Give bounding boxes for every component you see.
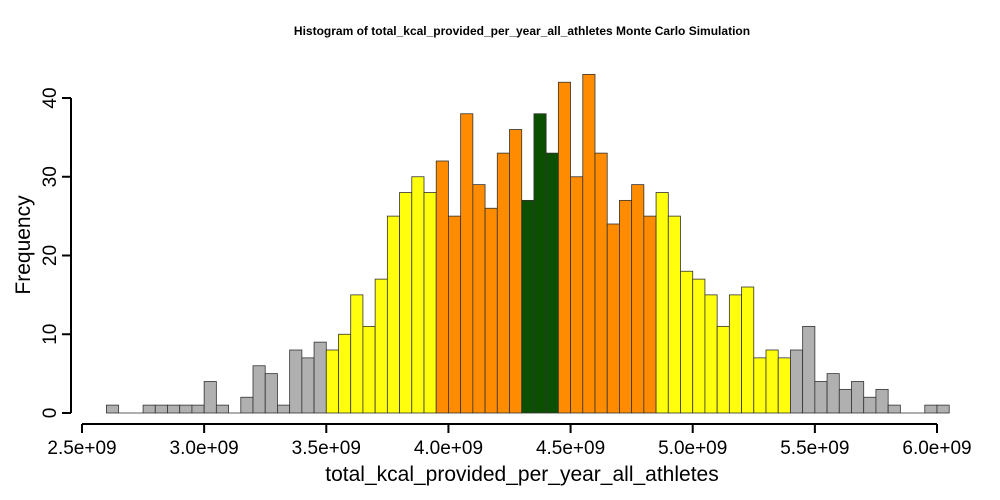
- histogram-bar: [289, 349, 303, 414]
- histogram-bar: [643, 215, 657, 414]
- histogram-bar: [692, 278, 706, 414]
- histogram-bar: [838, 388, 852, 414]
- histogram-bar: [423, 192, 437, 414]
- histogram-bar: [533, 113, 547, 414]
- histogram-bar: [765, 349, 779, 414]
- x-tick-label: 3.5e+09: [292, 438, 361, 459]
- histogram-bar: [728, 294, 742, 414]
- histogram-bar: [252, 365, 266, 414]
- x-tick-label: 4.0e+09: [414, 438, 483, 459]
- histogram-bar: [264, 373, 278, 414]
- histogram-bar: [374, 278, 388, 414]
- histogram-bar: [777, 357, 791, 414]
- histogram-bar: [606, 223, 620, 414]
- histogram-bar: [215, 404, 229, 414]
- histogram-bar: [106, 404, 120, 414]
- histogram-bar: [472, 184, 486, 414]
- histogram-bar: [496, 152, 510, 414]
- histogram-bar: [142, 404, 156, 414]
- x-tick-label: 4.5e+09: [536, 438, 605, 459]
- histogram-bar: [790, 349, 804, 414]
- histogram-bar: [887, 404, 901, 414]
- histogram-bar: [875, 388, 889, 414]
- histogram-bar: [741, 286, 755, 414]
- histogram-bar: [399, 192, 413, 414]
- y-tick-label: 40: [40, 87, 61, 108]
- histogram-bar: [509, 129, 523, 414]
- histogram-bar: [154, 404, 168, 414]
- histogram-bar: [814, 381, 828, 414]
- histogram-bar: [435, 160, 449, 414]
- histogram-bar: [582, 73, 596, 414]
- x-tick-label: 3.0e+09: [170, 438, 239, 459]
- histogram-bar: [704, 294, 718, 414]
- histogram-bar: [826, 373, 840, 414]
- histogram-bars: [106, 73, 950, 414]
- histogram-bar: [362, 325, 376, 414]
- histogram-bar: [448, 215, 462, 414]
- histogram-bar: [179, 404, 193, 414]
- histogram-bar: [924, 404, 938, 414]
- histogram-bar: [863, 396, 877, 414]
- histogram-bar: [521, 199, 535, 414]
- histogram-bar: [203, 381, 217, 414]
- x-tick-label: 5.5e+09: [780, 438, 849, 459]
- x-tick-label: 6.0e+09: [902, 438, 971, 459]
- histogram-bar: [667, 215, 681, 414]
- histogram-bar: [680, 270, 694, 414]
- x-tick-label: 2.5e+09: [47, 438, 116, 459]
- histogram-bar: [411, 176, 425, 414]
- histogram-bar: [484, 207, 498, 414]
- histogram-bar: [338, 333, 352, 414]
- histogram-bar: [936, 404, 950, 414]
- y-tick-label: 20: [40, 245, 61, 266]
- y-axis: 0 10 20 30 40: [40, 87, 72, 419]
- histogram-bar: [386, 215, 400, 414]
- y-axis-label: Frequency: [12, 195, 35, 295]
- x-axis-label: total_kcal_provided_per_year_all_athlete…: [325, 463, 718, 486]
- histogram-bar: [570, 176, 584, 414]
- histogram-bar: [802, 325, 816, 414]
- histogram-bar: [350, 294, 364, 414]
- histogram-bar: [716, 325, 730, 414]
- histogram-bar: [655, 192, 669, 414]
- histogram-bar: [167, 404, 181, 414]
- histogram-bar: [631, 184, 645, 414]
- x-tick-label: 5.0e+09: [658, 438, 727, 459]
- y-tick-label: 10: [40, 324, 61, 345]
- histogram-bar: [191, 404, 205, 414]
- histogram-bar: [325, 349, 339, 414]
- histogram-bar: [301, 357, 315, 414]
- histogram-bar: [557, 81, 571, 414]
- histogram-bar: [460, 113, 474, 414]
- chart-title: Histogram of total_kcal_provided_per_yea…: [294, 24, 750, 38]
- histogram-bar: [851, 381, 865, 414]
- histogram-bar: [240, 396, 254, 414]
- y-tick-label: 0: [40, 408, 61, 419]
- y-tick-label: 30: [40, 166, 61, 187]
- x-axis: 2.5e+09 3.0e+09 3.5e+09 4.0e+09 4.5e+09 5.0e+…: [47, 423, 972, 459]
- histogram-bar: [594, 152, 608, 414]
- histogram-bar: [753, 357, 767, 414]
- histogram-bar: [313, 341, 327, 414]
- histogram-bar: [545, 152, 559, 414]
- histogram-bar: [619, 199, 633, 414]
- histogram-bar: [277, 404, 291, 414]
